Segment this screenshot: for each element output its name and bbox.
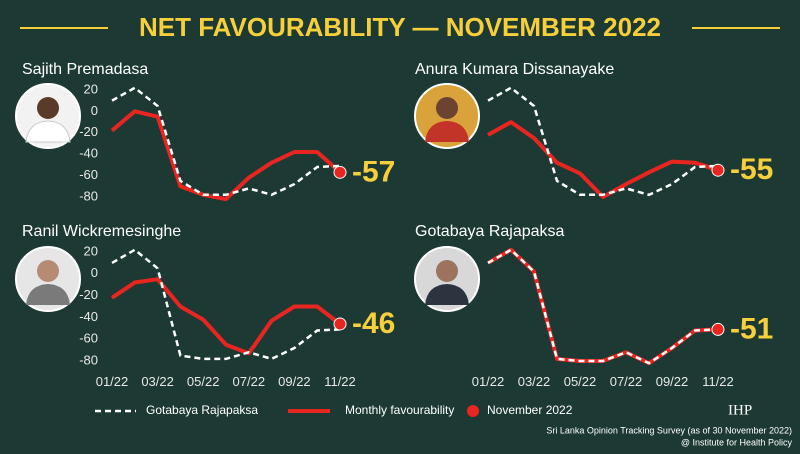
november-dot [711,163,725,177]
comparison-line [111,86,341,197]
comparison-line [111,248,341,361]
legend-label: November 2022 [487,403,573,417]
x-tick-label: 07/22 [233,374,266,389]
panel-title: Anura Kumara Dissanayake [415,61,614,78]
end-label: -57 [352,155,395,188]
y-tick-label: -60 [79,167,98,182]
end-label: -55 [730,153,773,186]
y-tick-label: -80 [79,188,98,203]
favourability-line [487,247,719,366]
y-tick-label: -60 [79,331,98,346]
x-tick-label: 03/22 [518,374,551,389]
photo [414,83,480,149]
comparison-line [487,248,719,365]
x-tick-label: 11/22 [324,374,356,389]
y-tick-label: -20 [79,124,98,139]
legend-label: Monthly favourability [345,403,454,417]
panel-title: Gotabaya Rajapaksa [415,223,565,240]
x-tick-label: 11/22 [702,374,734,389]
logo: IHP [728,402,752,418]
photos [15,83,480,312]
chart-title: NET FAVOURABILITY — NOVEMBER 2022 [139,12,661,42]
source: Sri Lanka Opinion Tracking Survey (as of… [546,425,792,435]
y-tick-label: -80 [79,352,98,367]
legend-swatch [467,405,479,417]
end-label: -46 [352,307,395,340]
y-tick-label: 20 [84,81,98,96]
legend-label: Gotabaya Rajapaksa [146,403,258,417]
november-dot [333,317,347,331]
end-label: -51 [730,312,773,345]
y-tick-label: -40 [79,146,98,161]
x-tick-label: 09/22 [656,374,689,389]
x-tick-label: 01/22 [96,374,129,389]
y-tick-label: -20 [79,287,98,302]
favourability-line [110,109,342,202]
panel-title: Sajith Premadasa [22,61,148,78]
favourability-line [110,277,342,356]
x-tick-label: 03/22 [141,374,174,389]
photo [15,83,81,149]
photo [414,246,480,312]
comparison-line [487,86,719,197]
y-tick-label: -40 [79,309,98,324]
x-tick-label: 07/22 [610,374,643,389]
x-tick-label: 05/22 [187,374,220,389]
x-tick-label: 05/22 [564,374,597,389]
y-tick-label: 20 [84,243,98,258]
x-tick-label: 01/22 [472,374,505,389]
x-tick-label: 09/22 [278,374,311,389]
y-tick-label: 0 [91,103,98,118]
november-dot [711,322,725,336]
favourability-line [487,120,719,199]
y-tick-label: 0 [91,265,98,280]
credit: @ Institute for Health Policy [681,437,793,447]
photo [15,246,81,312]
panel-title: Ranil Wickremesinghe [22,223,181,240]
november-dot [333,165,347,179]
